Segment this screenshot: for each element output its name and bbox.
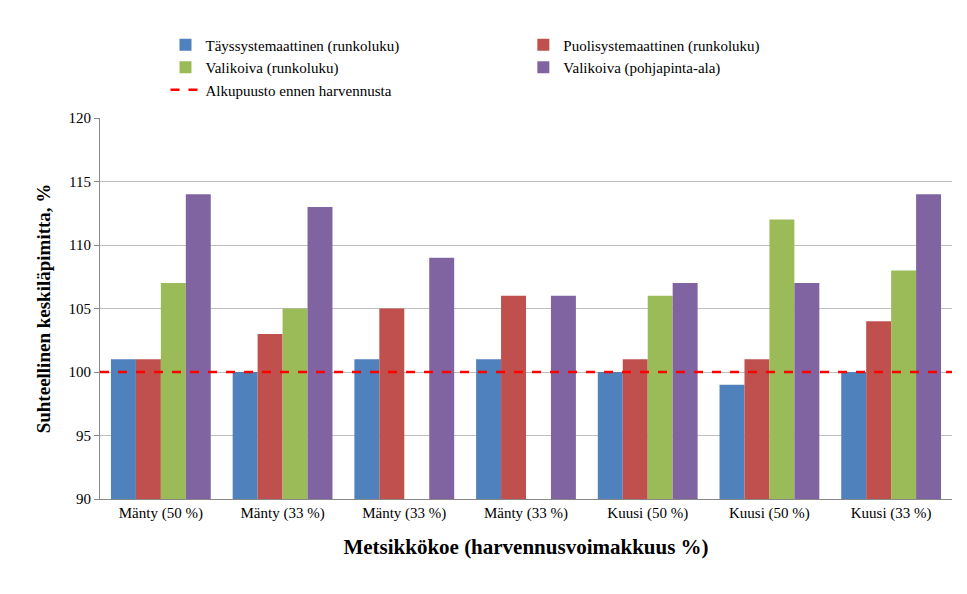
svg-text:Valikoiva (pohjapinta-ala): Valikoiva (pohjapinta-ala): [563, 60, 720, 77]
svg-text:Kuusi (33 %): Kuusi (33 %): [851, 505, 932, 522]
svg-text:Täyssystemaattinen (runkoluku): Täyssystemaattinen (runkoluku): [206, 38, 400, 55]
svg-text:Alkupuusto ennen harvennusta: Alkupuusto ennen harvennusta: [206, 83, 392, 99]
svg-text:Kuusi (50 %): Kuusi (50 %): [729, 505, 810, 522]
svg-text:110: 110: [69, 237, 91, 253]
svg-text:Metsikkökoe (harvennusvoimakku: Metsikkökoe (harvennusvoimakkuus %): [343, 535, 708, 559]
svg-text:Mänty (33 %): Mänty (33 %): [240, 505, 324, 522]
svg-text:Valikoiva (runkoluku): Valikoiva (runkoluku): [206, 60, 339, 77]
svg-text:120: 120: [69, 110, 92, 126]
svg-text:Kuusi (50 %): Kuusi (50 %): [607, 505, 688, 522]
svg-text:Mänty (33 %): Mänty (33 %): [484, 505, 568, 522]
svg-text:Mänty (50 %): Mänty (50 %): [119, 505, 203, 522]
svg-text:Puolisystemaattinen (runkoluku: Puolisystemaattinen (runkoluku): [563, 38, 759, 55]
svg-text:105: 105: [69, 301, 92, 317]
svg-text:Mänty (33 %): Mänty (33 %): [362, 505, 446, 522]
svg-text:95: 95: [76, 428, 91, 444]
svg-text:Suhteellinen keskiläpimitta, %: Suhteellinen keskiläpimitta, %: [33, 184, 54, 434]
svg-text:100: 100: [69, 364, 92, 380]
svg-text:90: 90: [76, 491, 91, 507]
svg-text:115: 115: [69, 174, 91, 190]
